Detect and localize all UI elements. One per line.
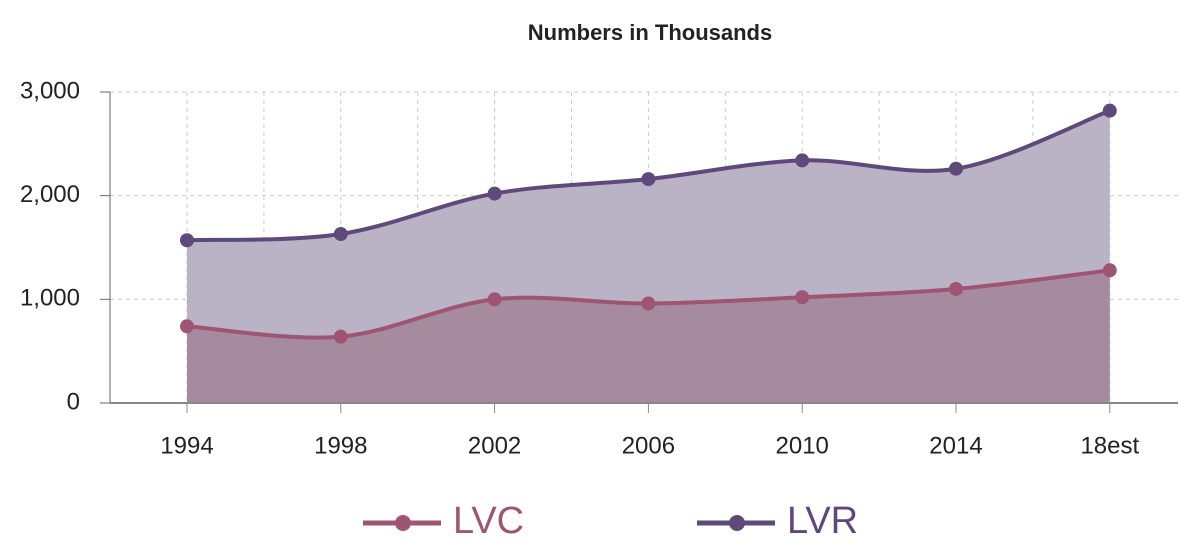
y-tick-label: 2,000: [20, 181, 80, 208]
point: [949, 161, 963, 176]
x-tick-label: 1994: [160, 432, 213, 459]
chart-title: Numbers in Thousands: [528, 20, 772, 45]
y-tick-label: 0: [67, 388, 80, 415]
point: [180, 233, 194, 248]
x-tick-label: 2002: [468, 432, 521, 459]
point: [1102, 263, 1117, 278]
point: [487, 292, 502, 307]
x-tick-label: 2010: [776, 432, 829, 459]
point: [333, 329, 348, 344]
point: [641, 296, 656, 311]
point: [180, 319, 194, 334]
point: [487, 186, 502, 201]
x-tick-label: 18est: [1080, 432, 1139, 459]
legend-label: LVC: [453, 500, 524, 536]
x-tick-label: 1998: [314, 432, 367, 459]
legend-label: LVR: [787, 500, 858, 536]
point: [641, 172, 656, 187]
y-tick-label: 1,000: [20, 285, 80, 312]
point: [333, 227, 348, 242]
x-tick-label: 2014: [929, 432, 982, 459]
legend-marker: [395, 515, 411, 531]
area: [187, 270, 1110, 403]
point: [1102, 103, 1117, 118]
point: [795, 290, 810, 305]
x-tick-label: 2006: [622, 432, 675, 459]
y-tick-label: 3,000: [20, 77, 80, 104]
legend-marker: [729, 515, 745, 531]
point: [795, 153, 810, 168]
point: [949, 281, 963, 296]
